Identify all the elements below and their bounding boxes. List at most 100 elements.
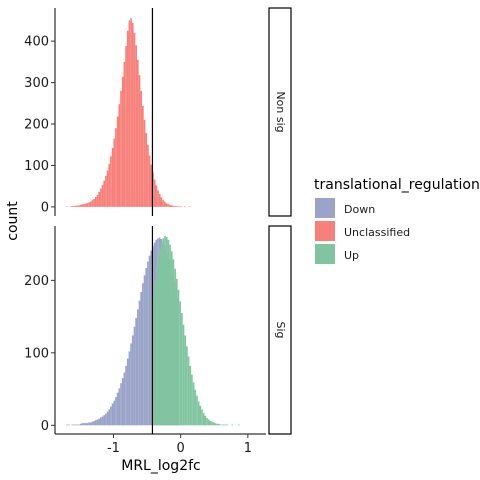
x-tick-label: -1 [107, 441, 120, 456]
y-tick-label: 0 [41, 200, 49, 215]
bar-up [182, 324, 185, 426]
bar-down [88, 422, 90, 426]
bar-down [76, 424, 79, 426]
bar-down [106, 411, 109, 426]
bar-up [177, 289, 180, 426]
strip-label-sig: Sig [274, 321, 287, 338]
bar-unclassified [91, 200, 94, 207]
bar-up [192, 382, 195, 426]
y-tick-label: 300 [24, 76, 49, 91]
bar-up [184, 335, 187, 426]
bar-up [169, 244, 171, 426]
bar-up [174, 268, 176, 426]
bar-unclassified [84, 203, 87, 207]
legend-swatch-up [315, 244, 335, 264]
bar-down [89, 422, 92, 426]
bar-unclassified [165, 203, 168, 207]
bar-down [81, 423, 84, 426]
bar-unclassified [138, 75, 141, 207]
bar-down [103, 415, 106, 426]
bar-unclassified [133, 32, 136, 207]
bar-down [120, 383, 122, 426]
bar-unclassified [131, 22, 134, 207]
bar-unclassified [178, 206, 181, 208]
bar-up [238, 424, 240, 426]
x-axis-title: MRL_log2fc [121, 458, 200, 474]
bar-down [130, 343, 132, 426]
bar-down [96, 419, 99, 426]
bar-unclassified [155, 185, 158, 207]
bar-unclassified [123, 61, 126, 207]
bar-up [179, 301, 181, 426]
bar-up [152, 294, 155, 426]
bar-unclassified [172, 205, 174, 207]
bar-unclassified [175, 206, 178, 207]
bar-up [191, 374, 193, 426]
y-tick-label: 100 [24, 159, 49, 174]
bar-down [147, 261, 149, 426]
bar-down [101, 416, 104, 426]
bar-unclassified [167, 203, 169, 207]
bar-down [83, 423, 85, 426]
bar-unclassified [94, 196, 97, 207]
bar-down [128, 351, 131, 426]
bar-up [204, 415, 207, 426]
bar-down [113, 400, 116, 426]
bar-up [196, 395, 198, 426]
bar-unclassified [83, 203, 85, 207]
bar-up [202, 412, 205, 426]
y-tick-label: 200 [24, 274, 49, 289]
bar-down [148, 255, 151, 426]
bar-unclassified [128, 20, 131, 207]
bar-down [94, 420, 97, 426]
bar-up [175, 278, 178, 426]
bar-down [136, 309, 139, 426]
strip-sig [268, 225, 292, 435]
bar-up [206, 418, 208, 426]
bar-unclassified [157, 190, 159, 207]
bar-unclassified [184, 206, 186, 208]
bar-unclassified [180, 206, 183, 208]
bar-unclassified [148, 155, 151, 207]
bar-up [189, 365, 192, 426]
bar-up [170, 251, 173, 426]
bar-down [111, 403, 114, 426]
legend-label-unclassified: Unclassified [344, 226, 410, 239]
legend-title: translational_regulation [314, 177, 480, 193]
bar-unclassified [74, 205, 77, 207]
bar-up [199, 405, 202, 426]
bar-unclassified [143, 119, 146, 207]
y-tick-label: 400 [24, 35, 49, 50]
bar-unclassified [88, 202, 90, 207]
bar-up [201, 409, 203, 426]
bar-down [145, 268, 148, 426]
bar-up [207, 419, 210, 426]
bar-up [209, 420, 212, 426]
bar-down [100, 417, 102, 426]
bar-up [186, 346, 188, 426]
x-ticks: -1 0 1 [107, 434, 252, 456]
bar-down [126, 358, 129, 426]
bar-unclassified [168, 204, 171, 207]
bar-unclassified [173, 206, 176, 207]
bar-unclassified [125, 46, 127, 207]
bar-down [138, 300, 141, 426]
panel-non-sig: 0 100 200 300 400 [24, 8, 191, 216]
bar-unclassified [71, 206, 74, 207]
bar-up [226, 424, 229, 426]
bar-down [86, 423, 89, 426]
bar-up [197, 401, 200, 426]
legend-label-down: Down [344, 203, 375, 216]
bar-unclassified [140, 90, 143, 207]
bar-up [162, 238, 165, 426]
bar-unclassified [116, 116, 119, 207]
legend-label-up: Up [344, 249, 359, 262]
bar-unclassified [136, 59, 139, 207]
y-axis-title: count [5, 201, 21, 241]
legend: translational_regulation Down Unclassifi… [314, 177, 480, 264]
bar-unclassified [135, 45, 137, 207]
bar-up [221, 424, 223, 426]
bar-down [142, 283, 144, 426]
bar-down [115, 397, 117, 426]
